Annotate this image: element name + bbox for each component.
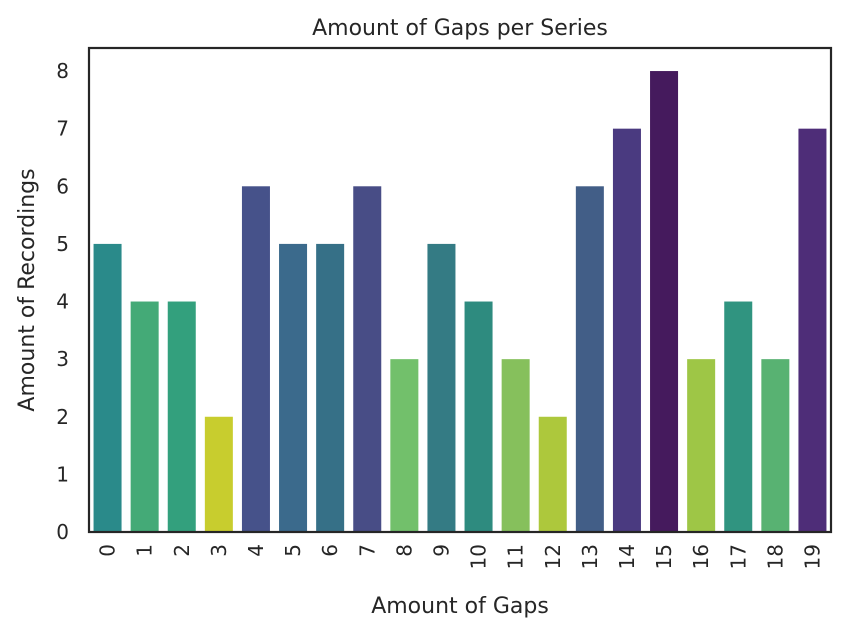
plot-frame: [87, 46, 833, 534]
x-tick-label: 0: [96, 544, 120, 557]
bar-19: [798, 128, 827, 532]
x-tick-label: 12: [541, 544, 565, 569]
bar-18: [761, 359, 790, 532]
bar-12: [538, 416, 567, 532]
x-tick-label: 9: [429, 544, 453, 557]
x-tick-label: 7: [355, 544, 379, 557]
y-tick-label: 1: [56, 462, 69, 486]
x-tick-label: 16: [689, 544, 713, 569]
bar-3: [204, 416, 233, 532]
x-tick-label: 17: [726, 544, 750, 569]
x-tick-label: 14: [615, 544, 639, 569]
y-tick-label: 8: [56, 59, 69, 83]
y-tick-label: 6: [56, 174, 69, 198]
y-tick-label: 7: [56, 117, 69, 141]
x-tick-label: 8: [392, 544, 416, 557]
y-tick-label: 0: [56, 520, 69, 544]
x-tick-label: 18: [763, 544, 787, 569]
x-tick-label: 13: [578, 544, 602, 569]
y-tick-label: 3: [56, 347, 69, 371]
x-axis-title: Amount of Gaps: [371, 594, 549, 619]
bar-4: [241, 186, 270, 533]
y-axis-ticks: 0 1 2 3 4 5 6 7 8: [56, 59, 69, 544]
y-tick-label: 2: [56, 405, 69, 429]
bar-11: [501, 359, 530, 532]
bar-9: [427, 243, 456, 532]
y-axis-title: Amount of Recordings: [15, 168, 40, 411]
bar-16: [687, 359, 716, 532]
x-tick-label: 15: [652, 544, 676, 569]
x-tick-label: 19: [800, 544, 824, 569]
x-tick-label: 6: [318, 544, 342, 557]
bar-10: [464, 301, 493, 532]
x-tick-label: 11: [504, 544, 528, 569]
x-tick-label: 3: [207, 544, 231, 557]
bar-17: [724, 301, 753, 532]
x-tick-label: 4: [244, 544, 268, 557]
y-tick-label: 5: [56, 232, 69, 256]
x-tick-label: 10: [467, 544, 491, 569]
bar-2: [167, 301, 196, 532]
bar-13: [575, 186, 604, 533]
bar-1: [130, 301, 159, 532]
bar-5: [279, 243, 308, 532]
x-axis-ticks: 0 1 2 3 4 5 6 7 8 9 10 11 12 13 14 15 16 17 18 19: [96, 544, 825, 569]
x-tick-label: 2: [170, 544, 194, 557]
bar-7: [353, 186, 382, 533]
y-tick-label: 4: [56, 290, 69, 314]
chart-title: Amount of Gaps per Series: [312, 16, 608, 41]
bar-6: [316, 243, 345, 532]
plot-bars: [93, 71, 827, 533]
bar-8: [390, 359, 419, 532]
bar-0: [93, 243, 122, 532]
x-tick-label: 1: [133, 544, 157, 557]
bar-14: [612, 128, 641, 532]
bar-15: [650, 71, 679, 533]
x-tick-label: 5: [281, 544, 305, 557]
